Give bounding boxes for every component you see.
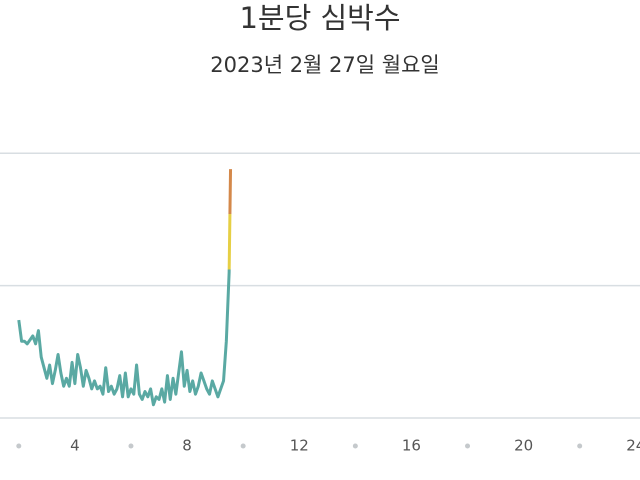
x-tick-label: 12 xyxy=(290,437,309,455)
x-tick-label: 24 xyxy=(626,437,640,455)
x-minor-tick xyxy=(465,443,471,449)
heart-rate-line xyxy=(17,169,233,407)
x-tick-label: 20 xyxy=(514,437,533,455)
x-tick-label: 8 xyxy=(182,437,192,455)
x-minor-tick xyxy=(16,443,22,449)
x-minor-tick xyxy=(577,443,583,449)
x-minor-tick xyxy=(352,443,358,449)
x-tick-label: 4 xyxy=(70,437,80,455)
x-tick-label: 16 xyxy=(402,437,421,455)
x-minor-tick xyxy=(128,443,134,449)
x-minor-tick xyxy=(240,443,246,449)
chart-subtitle: 2023년 2월 27일 월요일 xyxy=(210,53,439,77)
chart-title: 1분당 심박수 xyxy=(239,1,400,35)
